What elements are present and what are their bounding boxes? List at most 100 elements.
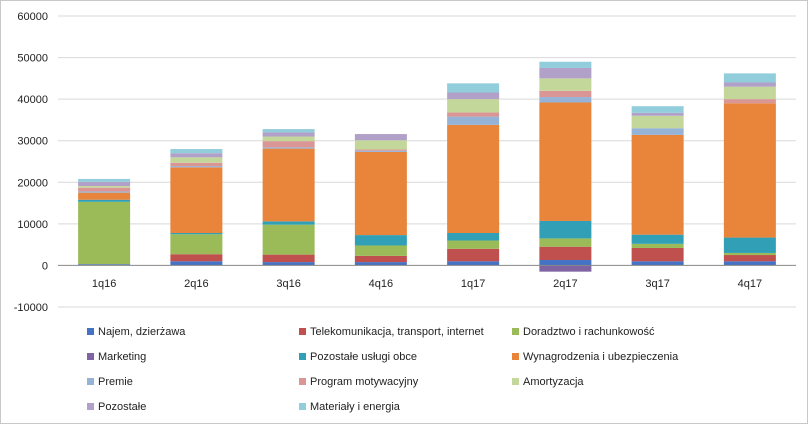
legend-label: Telekomunikacja, transport, internet: [310, 326, 484, 338]
bar-segment: [539, 220, 592, 239]
bar-segment: [354, 149, 407, 151]
bar-segment: [170, 233, 223, 235]
bar-segment: [170, 157, 223, 163]
bar-segment: [170, 234, 223, 255]
bar-segment: [262, 262, 315, 266]
bar-segment: [723, 255, 776, 262]
x-tick-label: 2q17: [553, 278, 577, 290]
x-axis-ticks: 1q16 2q16 3q16 4q16 1q17 2q17 3q17 4q17: [92, 278, 762, 290]
bar-segment: [262, 129, 315, 133]
legend-label: Pozostałe: [98, 401, 146, 413]
bar-segment: [354, 235, 407, 246]
legend-swatch: [512, 353, 519, 360]
bar-segment: [631, 247, 684, 262]
bar-segment: [723, 261, 776, 266]
bar-segment: [262, 141, 315, 148]
bar-segment: [170, 153, 223, 158]
y-tick-label: 50000: [17, 53, 48, 65]
bar-segment: [447, 248, 500, 262]
y-tick-label: 60000: [17, 11, 48, 23]
y-tick-label: 40000: [17, 94, 48, 106]
bar-segment: [723, 237, 776, 253]
bar-segment: [539, 97, 592, 103]
bar-segment: [723, 103, 776, 238]
bar-segment: [78, 192, 131, 200]
bar-segment: [354, 151, 407, 236]
bar-segment: [354, 140, 407, 150]
legend-swatch: [87, 353, 94, 360]
bar-segment: [723, 73, 776, 83]
bar-segment: [723, 99, 776, 104]
bar-segment: [447, 233, 500, 241]
bar-segment: [354, 255, 407, 263]
y-tick-label: 20000: [17, 177, 48, 189]
bar-segment: [631, 261, 684, 266]
bar-segment: [354, 245, 407, 256]
legend-label: Pozostałe usługi obce: [310, 351, 417, 363]
x-tick-label: 2q16: [184, 278, 208, 290]
bar-segment: [78, 181, 131, 187]
y-tick-label: 10000: [17, 219, 48, 231]
bar-segment: [723, 252, 776, 256]
bar-segment: [170, 261, 223, 266]
bar-segment: [262, 147, 315, 149]
bar-segment: [262, 132, 315, 137]
bar-segment: [539, 246, 592, 261]
bar-segment: [631, 106, 684, 113]
bar-segment: [78, 187, 131, 192]
bar-segment: [262, 136, 315, 142]
bar-segment: [723, 86, 776, 100]
bar-segment: [447, 92, 500, 100]
legend-label: Doradztwo i rachunkowość: [523, 326, 655, 338]
legend-swatch: [87, 403, 94, 410]
bar-segment: [631, 128, 684, 135]
legend-label: Premie: [98, 376, 133, 388]
bar-segment: [170, 167, 223, 234]
x-tick-label: 4q17: [738, 278, 762, 290]
bar-segment: [354, 262, 407, 266]
legend-swatch: [299, 328, 306, 335]
legend: Najem, dzierżawa Telekomunikacja, transpo…: [87, 326, 679, 413]
x-tick-label: 3q16: [276, 278, 300, 290]
bar-segment: [262, 254, 315, 263]
legend-swatch: [299, 403, 306, 410]
bar-segment: [539, 67, 592, 79]
legend-swatch: [299, 378, 306, 385]
bar-segment: [447, 240, 500, 249]
y-tick-label: 0: [42, 260, 48, 272]
bar-segment: [631, 112, 684, 116]
legend-swatch: [299, 353, 306, 360]
bar-segment: [78, 186, 131, 188]
bar-segment: [539, 238, 592, 247]
bar-segment: [539, 260, 592, 266]
bar-segment: [447, 116, 500, 125]
bar-segment: [354, 150, 407, 152]
bar-segment: [631, 243, 684, 248]
bar-segment: [631, 115, 684, 129]
bar-segment: [631, 134, 684, 235]
bar-segment: [170, 149, 223, 154]
x-tick-label: 1q16: [92, 278, 116, 290]
bar-segment: [631, 234, 684, 244]
legend-swatch: [512, 378, 519, 385]
bar-segment: [78, 199, 131, 202]
legend-label: Materiały i energia: [310, 401, 401, 413]
legend-label: Program motywacyjny: [310, 376, 419, 388]
bar-segment: [78, 178, 131, 182]
legend-swatch: [87, 378, 94, 385]
legend-label: Najem, dzierżawa: [98, 326, 186, 338]
bar-segment: [262, 221, 315, 225]
bar-segment: [78, 201, 131, 265]
bar-segment: [170, 166, 223, 168]
bar-segment: [447, 124, 500, 234]
x-tick-label: 1q17: [461, 278, 485, 290]
bar-segment: [262, 148, 315, 222]
bar-segment: [447, 83, 500, 93]
y-tick-label: -10000: [14, 302, 48, 314]
legend-label: Marketing: [98, 351, 146, 363]
y-axis-ticks: -10000 0 10000 20000 30000 40000 50000 60000: [14, 11, 48, 314]
bar-segment: [78, 264, 131, 266]
bar-segment: [170, 162, 223, 167]
legend-swatch: [512, 328, 519, 335]
